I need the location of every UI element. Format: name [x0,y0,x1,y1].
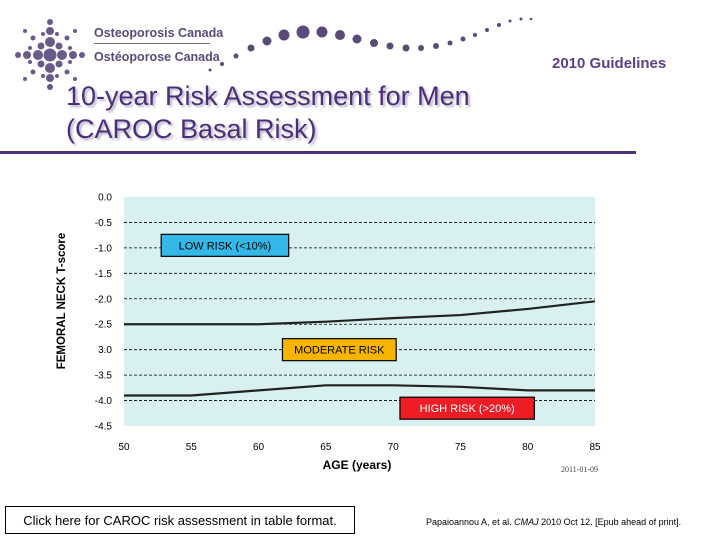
x-tick-label: 50 [118,442,130,453]
risk-region-box [399,396,535,420]
risk-region-text: MODERATE RISK [294,345,385,357]
osteoporosis-canada-logo-icon [15,19,85,90]
citation-authors: Papaioannou A, et al. [426,517,515,527]
citation-details: 2010 Oct 12. [Epub ahead of print]. [538,517,682,527]
risk-region-text: HIGH RISK (>20%) [420,403,515,415]
y-axis-label: FEMORAL NECK T-score [56,233,68,370]
series-line [124,300,596,326]
y-tick-label: -0.5 [95,218,113,229]
risk-region-box [281,338,397,362]
title-underline [0,151,636,154]
x-tick-label: 65 [320,442,332,453]
y-tick-label: 0.0 [98,193,112,204]
citation-journal: CMAJ [514,517,539,527]
slide-title: 10-year Risk Assessment for Men (CAROC B… [66,80,470,146]
y-tick-label: 3.0 [98,345,112,356]
slide-title-line-1: 10-year Risk Assessment for Men [66,81,470,111]
x-tick-label: 75 [455,442,467,453]
y-tick-label: -4.0 [95,396,113,407]
y-tick-label: -3.5 [95,371,113,382]
x-axis-label: AGE (years) [323,458,392,472]
risk-region-box [160,233,290,257]
risk-region-label: LOW RISK (<10%) [160,233,290,257]
y-tick-label: -2.5 [95,320,113,331]
date-stamp: 2011-01-09 [561,465,598,474]
y-tick-label: -1.0 [95,243,113,254]
y-tick-label: -2.0 [95,294,113,305]
plot-area [124,197,595,426]
risk-region-label: MODERATE RISK [281,338,397,362]
org-name-en: Osteoporosis Canada [94,26,224,40]
wave-dots-decoration-icon [208,17,533,72]
y-tick-label: -4.5 [95,422,113,433]
org-name-divider [94,43,210,44]
series-line [124,384,595,397]
organization-name: Osteoporosis Canada Ostéoporose Canada [94,26,223,64]
risk-region-label: HIGH RISK (>20%) [399,396,535,420]
citation: Papaioannou A, et al. CMAJ 2010 Oct 12. … [426,517,681,527]
x-tick-label: 55 [186,442,198,453]
x-tick-label: 85 [589,442,601,453]
slide-title-line-2: (CAROC Basal Risk) [66,114,317,144]
x-tick-label: 60 [253,442,265,453]
y-tick-label: -1.5 [95,269,113,280]
caroc-risk-chart: LOW RISK (<10%) MODERATE RISK HIGH RISK (>… [56,193,601,475]
risk-region-text: LOW RISK (<10%) [179,240,272,252]
caroc-table-link[interactable]: Click here for CAROC risk assessment in … [5,506,355,534]
x-tick-label: 80 [522,442,534,453]
x-tick-label: 70 [388,442,400,453]
guidelines-label: 2010 Guidelines [552,55,667,72]
org-name-fr: Ostéoporose Canada [94,50,220,64]
